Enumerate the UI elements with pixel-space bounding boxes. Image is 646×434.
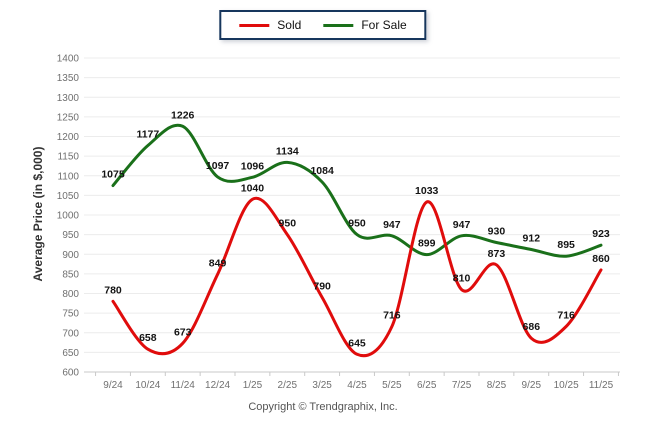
svg-text:1040: 1040 xyxy=(241,182,265,194)
svg-text:1177: 1177 xyxy=(136,129,159,141)
svg-text:11/24: 11/24 xyxy=(171,380,196,391)
svg-text:950: 950 xyxy=(279,218,297,230)
svg-text:1/25: 1/25 xyxy=(243,380,263,391)
svg-text:873: 873 xyxy=(488,248,506,260)
svg-text:716: 716 xyxy=(383,309,401,321)
svg-text:8/25: 8/25 xyxy=(487,380,507,391)
svg-text:1050: 1050 xyxy=(57,191,80,202)
svg-text:5/25: 5/25 xyxy=(382,380,402,391)
svg-text:1150: 1150 xyxy=(57,152,79,163)
legend-item-for-sale: For Sale xyxy=(323,18,407,32)
for-sale-line-swatch xyxy=(323,23,354,27)
svg-text:1300: 1300 xyxy=(57,93,80,104)
svg-text:849: 849 xyxy=(209,257,227,269)
sold-line-swatch xyxy=(239,23,270,27)
svg-text:9/24: 9/24 xyxy=(103,380,123,391)
svg-text:950: 950 xyxy=(348,218,366,230)
sold-legend-label: Sold xyxy=(277,18,302,32)
svg-text:790: 790 xyxy=(313,280,331,292)
svg-text:923: 923 xyxy=(592,228,610,240)
svg-text:950: 950 xyxy=(62,230,79,241)
copyright-text: Copyright © Trendgraphix, Inc. xyxy=(248,401,398,413)
svg-text:1097: 1097 xyxy=(206,160,230,172)
svg-text:800: 800 xyxy=(62,289,79,300)
svg-text:650: 650 xyxy=(62,348,79,359)
svg-text:3/25: 3/25 xyxy=(312,380,332,391)
svg-text:1226: 1226 xyxy=(171,109,195,121)
svg-text:686: 686 xyxy=(523,321,541,333)
svg-text:658: 658 xyxy=(139,332,157,344)
svg-text:1075: 1075 xyxy=(101,169,125,181)
svg-text:850: 850 xyxy=(62,269,79,280)
svg-text:6/25: 6/25 xyxy=(417,380,437,391)
svg-text:1250: 1250 xyxy=(57,112,80,123)
svg-text:1200: 1200 xyxy=(57,132,80,143)
svg-text:4/25: 4/25 xyxy=(347,380,367,391)
svg-text:780: 780 xyxy=(104,284,122,296)
svg-text:9/25: 9/25 xyxy=(522,380,542,391)
svg-text:912: 912 xyxy=(523,233,541,245)
svg-text:1000: 1000 xyxy=(57,211,80,222)
svg-text:860: 860 xyxy=(592,253,610,265)
svg-text:673: 673 xyxy=(174,326,192,338)
svg-text:600: 600 xyxy=(62,368,79,379)
svg-text:1400: 1400 xyxy=(57,54,80,65)
legend-item-sold: Sold xyxy=(239,18,301,32)
svg-text:1100: 1100 xyxy=(57,171,79,182)
svg-text:900: 900 xyxy=(62,250,79,261)
svg-text:7/25: 7/25 xyxy=(452,380,472,391)
chart-legend: Sold For Sale xyxy=(219,10,427,40)
svg-text:810: 810 xyxy=(453,273,471,285)
svg-text:716: 716 xyxy=(557,309,575,321)
svg-text:10/24: 10/24 xyxy=(135,380,160,391)
svg-text:1350: 1350 xyxy=(57,73,80,84)
svg-text:899: 899 xyxy=(418,238,436,250)
svg-text:1033: 1033 xyxy=(415,185,439,197)
svg-text:2/25: 2/25 xyxy=(278,380,298,391)
svg-text:1084: 1084 xyxy=(310,165,334,177)
svg-text:645: 645 xyxy=(348,337,366,349)
svg-text:700: 700 xyxy=(62,328,79,339)
svg-text:11/25: 11/25 xyxy=(589,380,614,391)
svg-text:895: 895 xyxy=(557,239,575,251)
svg-text:750: 750 xyxy=(62,309,79,320)
svg-text:1134: 1134 xyxy=(276,145,299,157)
svg-text:947: 947 xyxy=(383,219,401,231)
svg-text:10/25: 10/25 xyxy=(554,380,579,391)
svg-text:930: 930 xyxy=(488,225,506,237)
svg-text:12/24: 12/24 xyxy=(205,380,230,391)
for-sale-legend-label: For Sale xyxy=(361,18,407,32)
svg-text:947: 947 xyxy=(453,219,471,231)
svg-text:1096: 1096 xyxy=(241,160,265,172)
